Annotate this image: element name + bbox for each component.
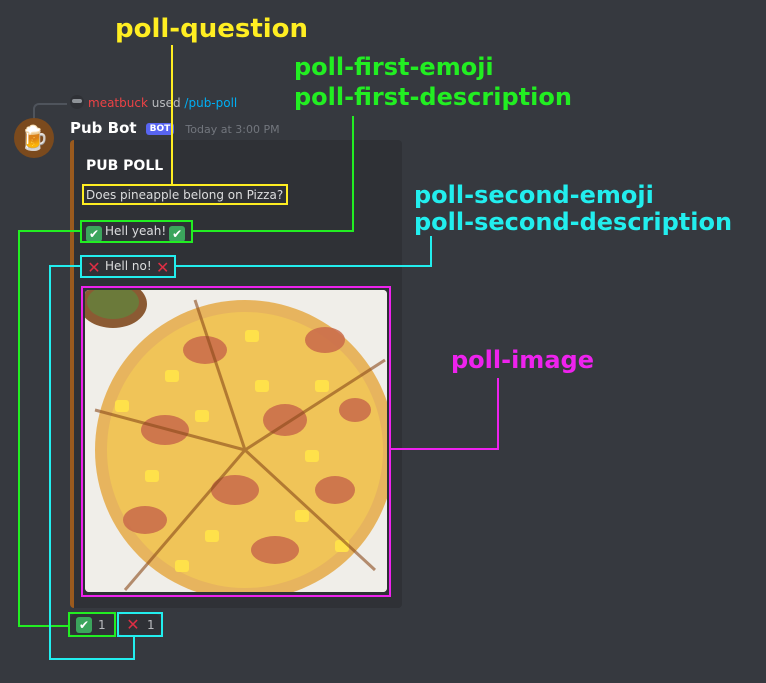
- poll-image[interactable]: [85, 290, 387, 592]
- connector-image-vertical: [497, 378, 499, 450]
- message-header: Pub Bot BOT Today at 3:00 PM: [70, 118, 280, 137]
- author-name[interactable]: Pub Bot: [70, 119, 137, 137]
- connector-second-loop-bottom: [49, 658, 135, 660]
- poll-question: Does pineapple belong on Pizza?: [86, 188, 284, 202]
- poll-first-option: ✔ Hell yeah! ✔: [86, 224, 186, 242]
- annotation-poll-first-description: poll-first-description: [294, 83, 572, 111]
- poll-image-highlight: [81, 286, 391, 597]
- reaction-cross-highlight: [117, 612, 163, 637]
- beer-mug-icon: 🍺: [19, 124, 49, 152]
- reply-command[interactable]: /pub-poll: [184, 96, 238, 110]
- reply-context[interactable]: meatbuck used /pub-poll: [70, 95, 237, 110]
- cross-mark-icon: ✕: [126, 615, 140, 634]
- cross-mark-icon: ✕: [87, 258, 101, 277]
- connector-first-horizontal: [193, 230, 354, 232]
- poll-first-description: Hell yeah!: [105, 224, 167, 238]
- poll-second-option: ✕ Hell no! ✕: [86, 259, 171, 276]
- connector-first-loop-left: [18, 230, 20, 627]
- poll-second-description: Hell no!: [105, 259, 152, 273]
- reply-spine: [33, 103, 67, 119]
- reaction-cross[interactable]: ✕ 1: [119, 614, 161, 636]
- poll-second-highlight: [80, 255, 176, 278]
- annotation-poll-question: poll-question: [115, 14, 309, 44]
- bot-tag: BOT: [145, 123, 175, 135]
- embed-title: PUB POLL: [86, 158, 164, 174]
- connector-second-loop-left: [49, 265, 51, 660]
- check-mark-icon: ✔: [76, 617, 92, 633]
- connector-second-loop-up: [133, 637, 135, 660]
- reply-verb: used: [151, 96, 181, 110]
- poll-question-highlight: [82, 184, 288, 205]
- connector-second-horizontal: [176, 265, 432, 267]
- check-mark-icon: ✔: [169, 226, 186, 242]
- pizza-image: [85, 290, 387, 592]
- annotation-poll-second-emoji: poll-second-emoji: [414, 181, 654, 209]
- message-timestamp[interactable]: Today at 3:00 PM: [185, 123, 280, 136]
- bot-avatar[interactable]: 🍺: [14, 118, 54, 158]
- cross-mark-icon: ✕: [155, 258, 170, 277]
- connector-first-loop-bottom: [18, 625, 68, 627]
- annotation-poll-image: poll-image: [451, 346, 594, 374]
- reaction-check-highlight: [68, 612, 116, 637]
- reply-username[interactable]: meatbuck: [88, 96, 148, 110]
- annotation-poll-second-description: poll-second-description: [414, 208, 733, 236]
- connector-image-horizontal: [391, 448, 499, 450]
- poll-first-highlight: [80, 220, 193, 243]
- reaction-check[interactable]: ✔ 1: [70, 614, 116, 636]
- connector-question: [171, 45, 173, 184]
- check-mark-icon: ✔: [86, 226, 102, 242]
- connector-second-loop-top: [49, 265, 80, 267]
- reaction-cross-count: 1: [147, 618, 155, 632]
- annotation-poll-first-emoji: poll-first-emoji: [294, 53, 494, 81]
- reaction-check-count: 1: [98, 618, 106, 632]
- connector-second-vertical: [430, 236, 432, 267]
- connector-first-vertical: [352, 116, 354, 232]
- connector-first-loop-top: [18, 230, 80, 232]
- reply-user-avatar[interactable]: [70, 95, 84, 109]
